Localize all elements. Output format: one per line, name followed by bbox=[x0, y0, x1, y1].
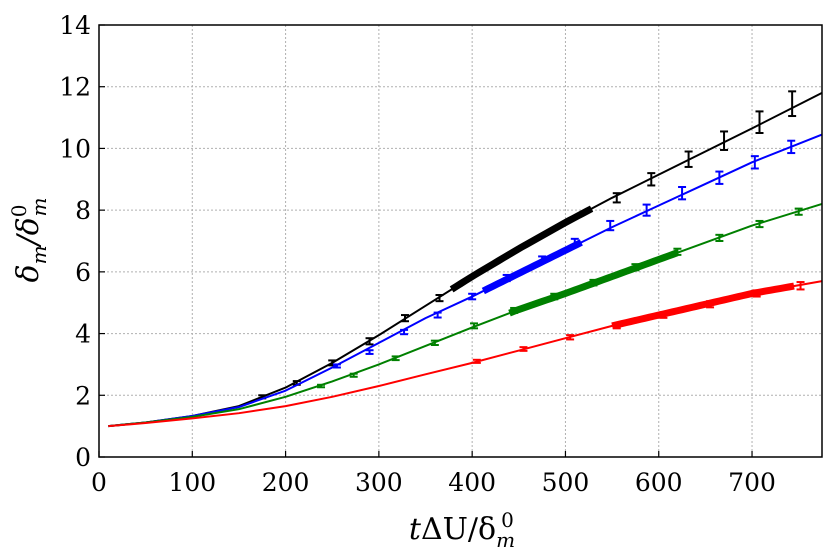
error-bar bbox=[755, 110, 764, 134]
error-bar bbox=[673, 247, 682, 256]
y-tick-label: 6 bbox=[75, 258, 91, 287]
y-axis-label: δm/δ0m bbox=[7, 198, 51, 283]
series-line bbox=[108, 91, 823, 428]
error-bar bbox=[606, 219, 615, 232]
error-bar bbox=[755, 219, 764, 229]
series-group bbox=[108, 90, 823, 428]
y-tick-label: 8 bbox=[75, 196, 91, 225]
error-bar bbox=[317, 383, 326, 389]
x-axis-label: tΔU/δm0 bbox=[409, 508, 515, 552]
x-tick-label: 0 bbox=[91, 468, 107, 497]
error-bar bbox=[796, 281, 805, 291]
error-bar bbox=[647, 172, 656, 187]
error-bar bbox=[612, 192, 621, 204]
series-bold-segment bbox=[449, 205, 594, 293]
error-bar bbox=[706, 300, 715, 309]
error-bar bbox=[659, 311, 668, 319]
error-bar bbox=[684, 150, 693, 168]
error-bar bbox=[570, 237, 579, 248]
error-bar bbox=[589, 278, 598, 287]
error-bar bbox=[750, 155, 759, 170]
series-1 bbox=[108, 133, 823, 428]
error-bar bbox=[472, 358, 481, 364]
x-tick-label: 100 bbox=[168, 468, 216, 497]
y-tick-label: 12 bbox=[59, 73, 91, 102]
x-tick-label: 500 bbox=[542, 468, 590, 497]
x-tick-label: 700 bbox=[728, 468, 776, 497]
error-bar bbox=[400, 314, 409, 323]
error-bar bbox=[519, 346, 528, 352]
error-bar bbox=[391, 355, 400, 362]
x-tick-label: 300 bbox=[355, 468, 403, 497]
series-3 bbox=[108, 280, 823, 428]
error-bar bbox=[433, 311, 442, 319]
error-bar bbox=[502, 273, 511, 283]
error-bar bbox=[566, 334, 575, 341]
error-bar bbox=[794, 207, 803, 216]
series-line bbox=[108, 203, 823, 428]
error-bar bbox=[538, 255, 547, 264]
error-bar bbox=[642, 203, 651, 217]
error-bar bbox=[787, 139, 796, 155]
x-tick-label: 400 bbox=[448, 468, 496, 497]
error-bar bbox=[720, 130, 729, 151]
series-bold-segment bbox=[481, 239, 583, 295]
y-tick-label: 4 bbox=[75, 320, 91, 349]
grid bbox=[98, 24, 822, 458]
error-bar bbox=[430, 339, 439, 346]
error-bar bbox=[612, 322, 621, 330]
error-bar bbox=[365, 337, 374, 346]
error-bar bbox=[715, 170, 724, 185]
series-2 bbox=[108, 203, 823, 428]
error-bar bbox=[678, 186, 687, 201]
x-tick-label: 600 bbox=[635, 468, 683, 497]
series-bold-segment bbox=[611, 282, 795, 330]
error-bar bbox=[400, 328, 409, 336]
error-bar bbox=[510, 306, 519, 314]
error-bar bbox=[788, 90, 797, 118]
plot-frame bbox=[98, 24, 823, 458]
y-tick-label: 2 bbox=[75, 381, 91, 410]
y-tick-label: 14 bbox=[59, 11, 91, 40]
error-bar bbox=[715, 233, 724, 242]
series-0 bbox=[108, 90, 823, 428]
error-bar bbox=[365, 349, 374, 355]
y-tick-label: 10 bbox=[59, 134, 91, 163]
error-bar bbox=[468, 292, 477, 301]
error-bar bbox=[550, 292, 559, 301]
error-bar bbox=[752, 289, 761, 298]
y-tick-label: 0 bbox=[75, 443, 91, 472]
ticks: 0 100 200 300 400 500 600 700 0 2 4 6 8 10 12 14 bbox=[59, 11, 776, 497]
error-bar bbox=[470, 322, 479, 330]
error-bar bbox=[349, 372, 358, 378]
error-bar bbox=[631, 263, 640, 272]
error-bar bbox=[332, 363, 341, 369]
x-tick-label: 200 bbox=[262, 468, 310, 497]
error-bar bbox=[435, 294, 444, 303]
